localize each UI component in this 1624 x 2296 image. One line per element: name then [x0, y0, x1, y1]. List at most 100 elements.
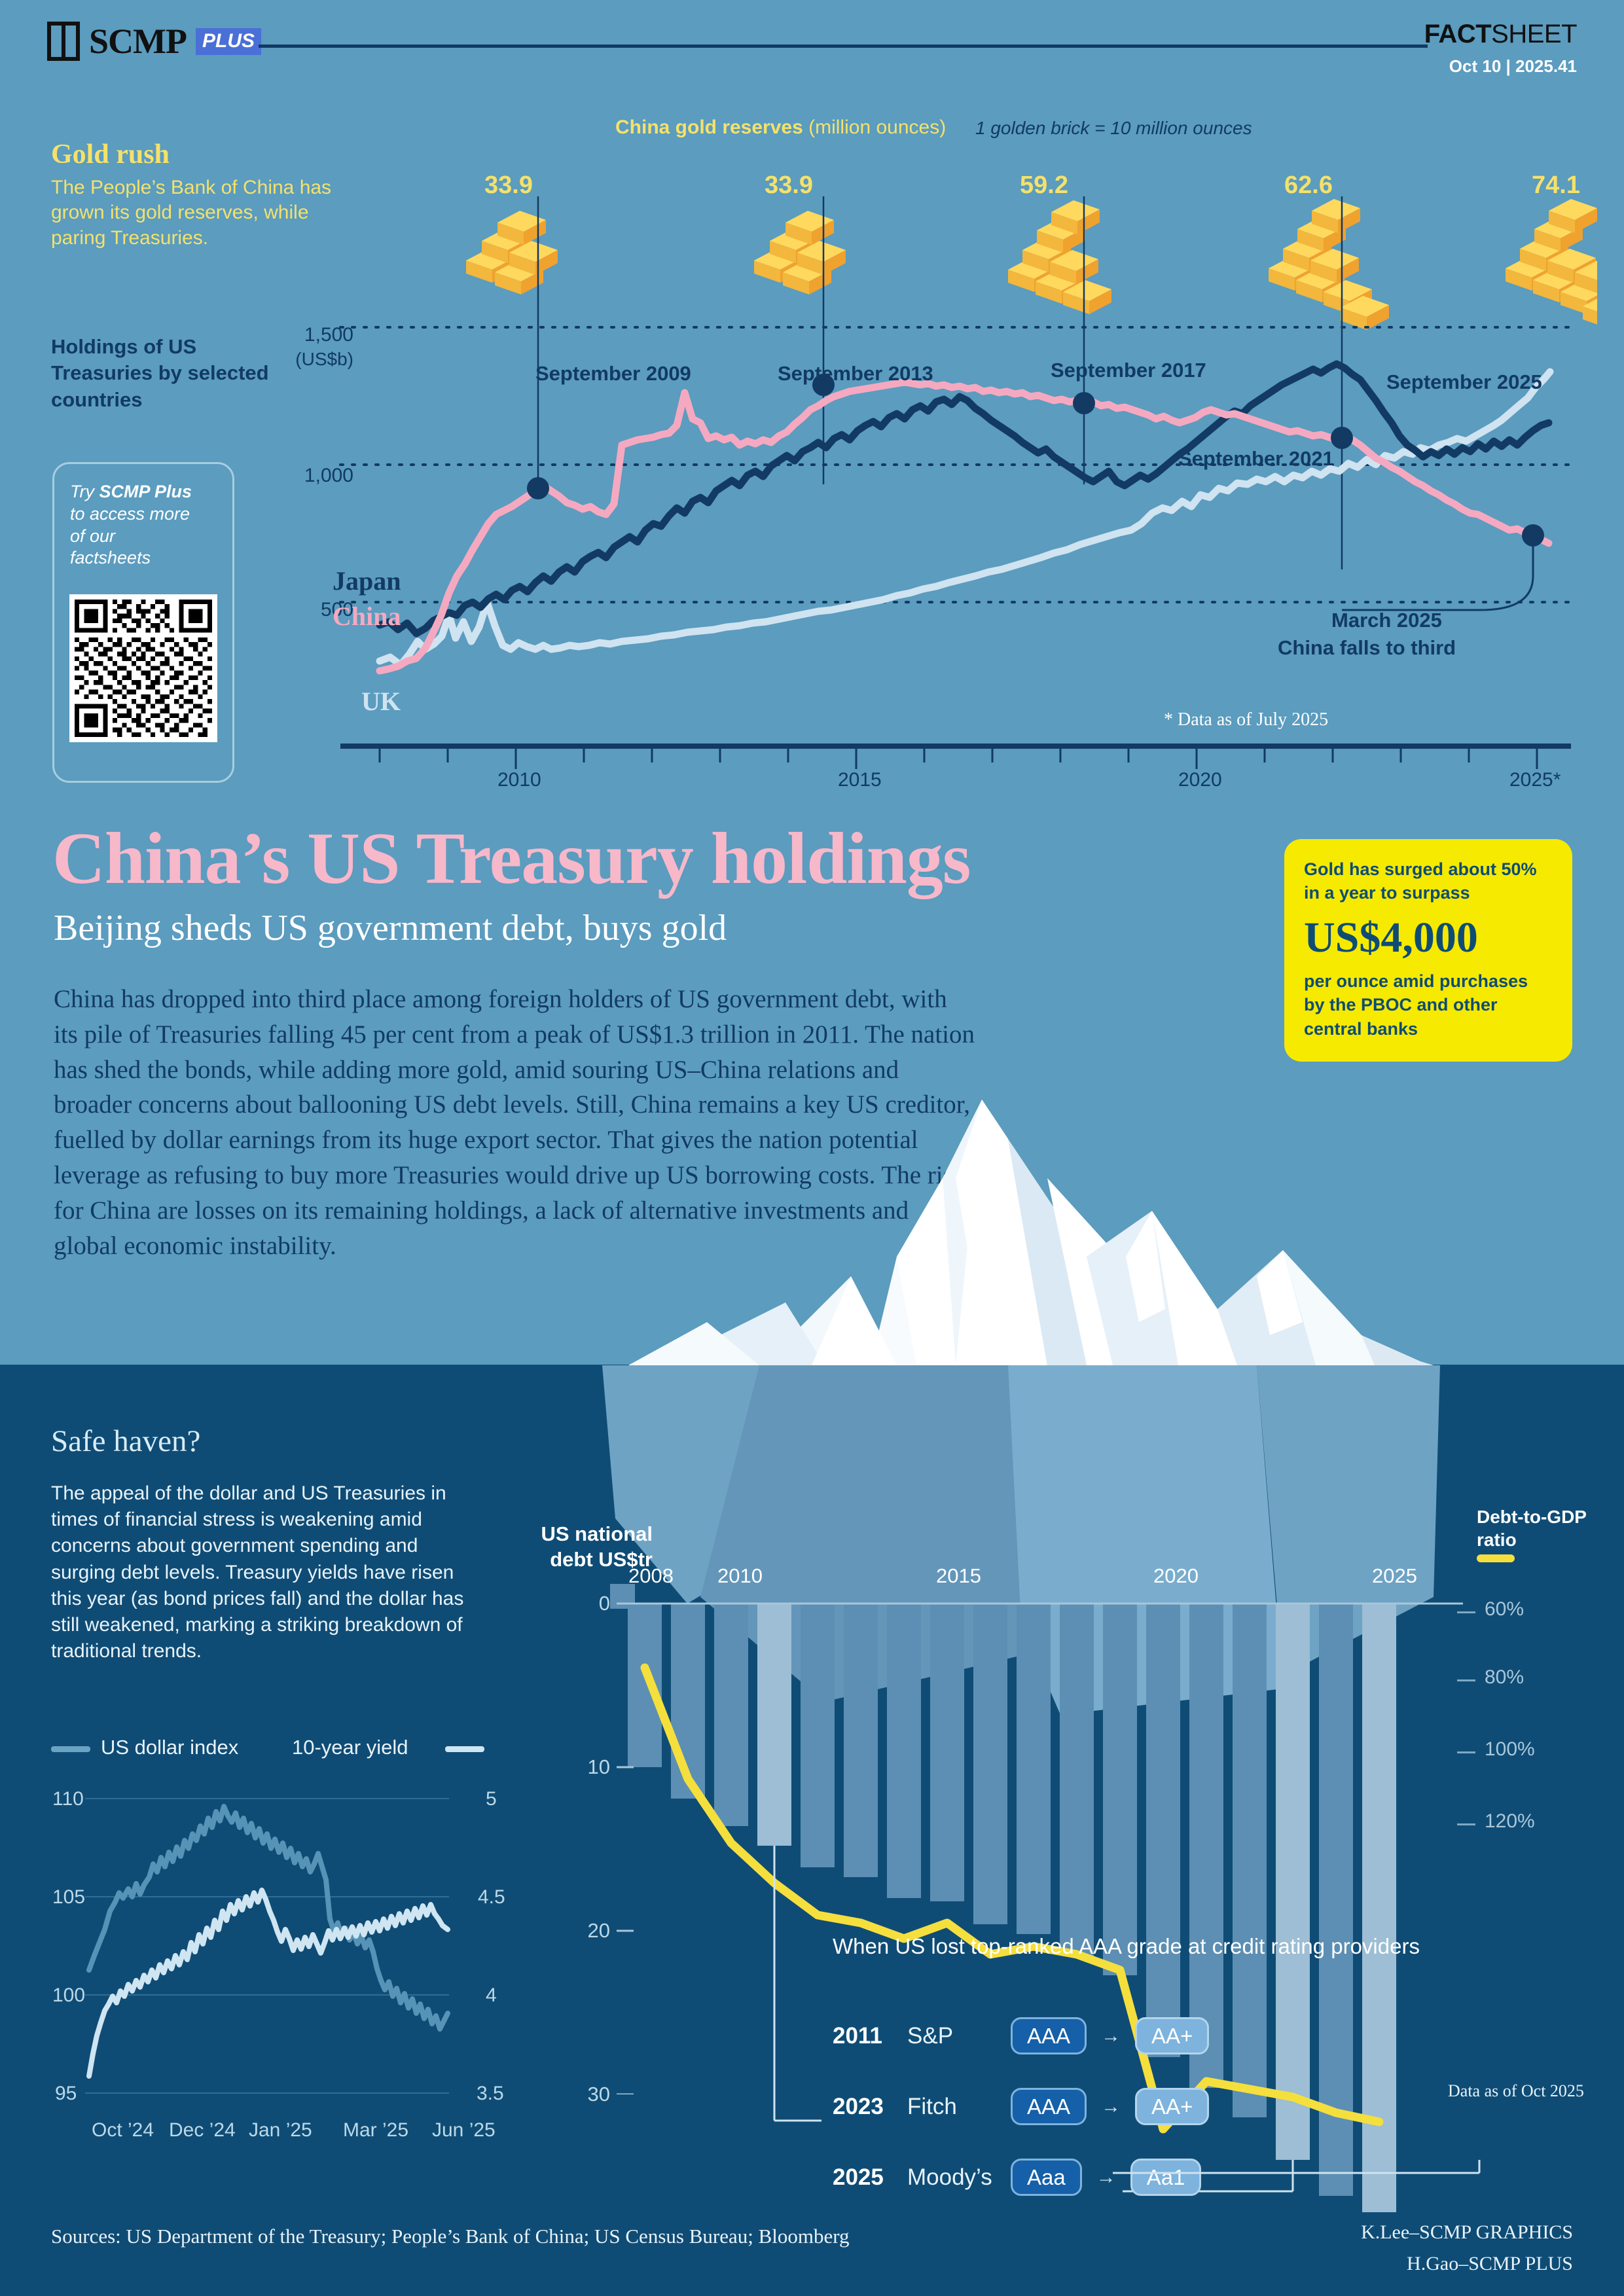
- ratings-to-badge: Aa1: [1130, 2159, 1202, 2196]
- try-line1-plain: Try: [70, 482, 99, 501]
- try-line4: factsheets: [70, 548, 151, 568]
- marker-2013: [812, 374, 835, 396]
- annotation-sep-2025: September 2025: [1386, 370, 1542, 393]
- usd-x-tick-jan25: Jan ’25: [249, 2119, 312, 2141]
- annotation-china-third: China falls to third: [1278, 636, 1456, 659]
- gdp-tick-100: 100%: [1485, 1738, 1535, 1760]
- gold-brick-legend: 1 golden brick = 10 million ounces: [975, 118, 1252, 138]
- annotation-sep-2017: September 2017: [1051, 359, 1206, 382]
- usd-legend-label: US dollar index: [101, 1736, 239, 1759]
- scmp-logo[interactable]: SCMP PLUS: [47, 21, 261, 62]
- ratings-agency: S&P: [907, 2022, 954, 2049]
- debt-x-tick-2008: 2008: [628, 1564, 674, 1587]
- header-rule: [259, 45, 1428, 48]
- series-label-china: China: [333, 601, 401, 631]
- yield-right-tick-35: 3.5: [477, 2083, 504, 2104]
- gold-callout-price: US$4,000: [1304, 913, 1478, 961]
- ratings-to-badge: AA+: [1135, 2017, 1210, 2054]
- debt-y-ticks: [617, 1602, 634, 2094]
- ratings-from-badge: AAA: [1011, 2088, 1087, 2125]
- gold-price-callout: Gold has surged about 50% in a year to s…: [1284, 839, 1572, 1062]
- usd-index-yield-chart: [85, 1798, 450, 2094]
- scmp-mark-icon: [47, 22, 80, 61]
- try-line3: of our: [70, 526, 116, 546]
- ratings-year: 2011: [833, 2022, 882, 2049]
- debt-y-tick-10: 10: [587, 1755, 610, 1778]
- gold-value-2025: 74.1: [1532, 171, 1580, 199]
- annotation-sep-2021: September 2021: [1178, 447, 1334, 470]
- national-debt-chart: [625, 1602, 1463, 2212]
- marker-2021: [1331, 427, 1353, 449]
- gdp-tick-120: 120%: [1485, 1810, 1535, 1832]
- usd-chart-legend: US dollar index 10-year yield: [51, 1736, 509, 1768]
- gdp-tick-60: 60%: [1485, 1598, 1525, 1620]
- debt-x-tick-2025: 2025: [1372, 1564, 1417, 1587]
- factsheet-label: FACTSHEET: [1424, 20, 1578, 49]
- usd-legend-swatch: [51, 1746, 90, 1752]
- marker-2009: [527, 477, 549, 499]
- x-tick-2015: 2015: [838, 769, 882, 791]
- gold-callout-top: Gold has surged about 50% in a year to s…: [1304, 859, 1537, 903]
- scmp-wordmark: SCMP: [89, 22, 187, 61]
- try-line2: to access more: [70, 503, 190, 524]
- debt-to-gdp-swatch: [1477, 1554, 1515, 1562]
- y-tick-1000: 1,000: [304, 465, 353, 486]
- debt-x-tick-2020: 2020: [1153, 1564, 1199, 1587]
- credit-graphics: K.Lee–SCMP GRAPHICS: [1361, 2221, 1573, 2243]
- intro-body: China has dropped into third place among…: [54, 985, 976, 1260]
- annotation-march-2025: March 2025: [1331, 609, 1442, 632]
- usd-left-tick-110: 110: [52, 1788, 84, 1810]
- usd-left-tick-100: 100: [52, 1984, 86, 2006]
- page-title: China’s US Treasury holdings: [52, 818, 971, 899]
- safe-haven-body: The appeal of the dollar and US Treasuri…: [51, 1482, 464, 1662]
- qr-code[interactable]: [69, 594, 217, 742]
- yield-right-tick-5: 5: [486, 1788, 497, 1810]
- usd-x-tick-jun25: Jun ’25: [432, 2119, 496, 2141]
- ratings-agency: Moody’s: [907, 2164, 992, 2190]
- gdp-dash-60: [1457, 1611, 1475, 1613]
- gold-reserves-title: China gold reserves (million ounces): [615, 117, 946, 139]
- y-tick-500: 500: [320, 599, 353, 620]
- issue-date: Oct 10 | 2025.41: [1449, 56, 1577, 76]
- gold-rush-heading: Gold rush: [51, 139, 170, 170]
- treasury-holdings-chart: [308, 118, 1578, 779]
- usd-x-tick-oct24: Oct ’24: [92, 2119, 154, 2141]
- debt-x-tick-2015: 2015: [936, 1564, 981, 1587]
- gdp-dash-120: [1457, 1823, 1475, 1825]
- marker-2017: [1073, 392, 1095, 414]
- yield-right-tick-4: 4: [486, 1984, 497, 2006]
- yield-legend-label: 10-year yield: [292, 1736, 408, 1759]
- x-tick-2020: 2020: [1178, 769, 1222, 791]
- series-label-uk: UK: [361, 687, 401, 716]
- gold-rush-body: The People’s Bank of China has grown its…: [51, 177, 332, 249]
- arrow-right-icon: →: [1096, 2166, 1116, 2188]
- debt-bars: [628, 1604, 1396, 2212]
- annotation-sep-2009: September 2009: [535, 362, 691, 385]
- yield-legend-swatch: [445, 1746, 484, 1752]
- ratings-year: 2025: [833, 2164, 884, 2190]
- try-scmp-plus-box[interactable]: Try SCMP Plus to access more of our fact…: [52, 462, 234, 783]
- chart-footnote-july: * Data as of July 2025: [1164, 709, 1329, 730]
- ratings-row-2011: 2011 S&P AAA → AA+: [833, 2017, 1210, 2054]
- debt-chart-footnote: Data as of Oct 2025: [1448, 2081, 1584, 2100]
- x-tick-2010: 2010: [497, 769, 541, 791]
- usd-left-tick-95: 95: [55, 2083, 77, 2104]
- gold-callout-bottom: per ounce amid purchases by the PBOC and…: [1304, 971, 1528, 1039]
- debt-y-tick-30: 30: [587, 2083, 610, 2106]
- try-line1-bold: SCMP Plus: [99, 482, 192, 501]
- arrow-right-icon: →: [1101, 2095, 1121, 2117]
- gold-value-2009: 33.9: [484, 171, 533, 199]
- gold-value-2013: 33.9: [765, 171, 813, 199]
- gdp-dash-100: [1457, 1751, 1475, 1753]
- debt-y-tick-0: 0: [598, 1592, 610, 1615]
- scmp-plus-badge: PLUS: [195, 27, 261, 55]
- yield-right-tick-45: 4.5: [478, 1886, 505, 1908]
- factsheet-light: SHEET: [1491, 20, 1577, 48]
- page-subtitle: Beijing sheds US government debt, buys g…: [54, 908, 727, 948]
- ratings-row-2025: 2025 Moody’s Aaa → Aa1: [833, 2159, 1202, 2196]
- y-axis-unit: (US$b): [295, 349, 353, 369]
- factsheet-bold: FACT: [1424, 20, 1492, 48]
- ratings-to-badge: AA+: [1135, 2088, 1210, 2125]
- y-tick-1500: 1,500: [304, 324, 353, 346]
